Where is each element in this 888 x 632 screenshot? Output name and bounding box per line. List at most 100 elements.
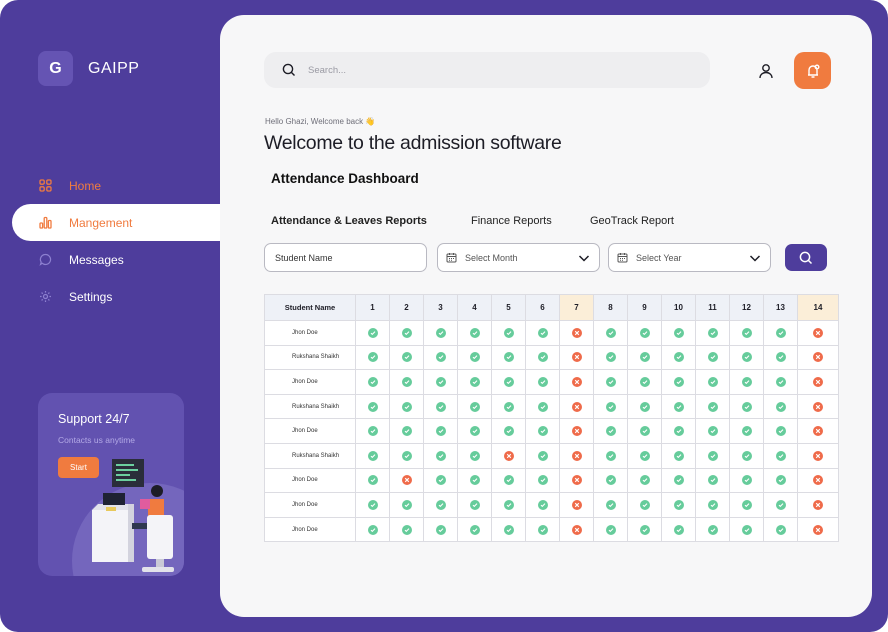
search-bar[interactable]: Search... <box>264 52 710 88</box>
tab-geotrack-report[interactable]: GeoTrack Report <box>590 215 674 227</box>
attendance-cell <box>627 492 662 518</box>
close-icon <box>571 475 582 486</box>
column-header-day: 2 <box>389 294 424 321</box>
student-name-cell: Jhon Doe <box>264 369 356 395</box>
attendance-cell <box>355 418 390 444</box>
check-icon <box>435 426 446 437</box>
check-icon <box>435 352 446 363</box>
check-icon <box>775 352 786 363</box>
attendance-cell <box>389 516 424 543</box>
check-icon <box>503 376 514 387</box>
check-icon <box>469 426 480 437</box>
check-icon <box>605 524 616 535</box>
attendance-cell <box>593 369 628 395</box>
attendance-cell <box>389 393 424 420</box>
attendance-cell <box>457 369 492 395</box>
month-select[interactable]: Select Month <box>437 243 600 272</box>
sidebar-item-home[interactable]: Home <box>0 167 236 204</box>
attendance-cell <box>695 467 730 494</box>
check-icon <box>707 352 718 363</box>
attendance-cell <box>593 467 628 494</box>
check-icon <box>537 499 548 510</box>
gear-icon <box>38 290 52 304</box>
attendance-cell <box>457 516 492 543</box>
start-button[interactable]: Start <box>58 457 99 478</box>
attendance-cell <box>797 320 839 346</box>
attendance-cell <box>491 344 526 371</box>
sidebar-item-messages[interactable]: Messages <box>0 241 236 278</box>
attendance-cell <box>763 516 798 543</box>
attendance-cell <box>593 442 628 469</box>
grid-icon <box>38 179 52 193</box>
check-icon <box>469 499 480 510</box>
tab-finance-reports[interactable]: Finance Reports <box>471 215 552 227</box>
sidebar-item-management[interactable]: Mangement <box>12 204 236 241</box>
check-icon <box>707 376 718 387</box>
check-icon <box>435 499 446 510</box>
check-icon <box>367 499 378 510</box>
close-icon <box>813 475 823 486</box>
user-profile-button[interactable] <box>755 60 777 82</box>
attendance-cell <box>525 369 560 395</box>
check-icon <box>435 475 446 486</box>
attendance-cell <box>457 492 492 518</box>
attendance-cell <box>457 467 492 494</box>
tab-attendance-leaves[interactable]: Attendance & Leaves Reports <box>271 215 427 227</box>
calendar-icon <box>617 252 628 263</box>
check-icon <box>639 426 650 437</box>
search-input[interactable]: Search... <box>308 64 347 76</box>
check-icon <box>741 376 752 387</box>
student-name-input[interactable]: Student Name <box>264 243 427 272</box>
attendance-cell <box>593 418 628 444</box>
attendance-cell <box>797 442 839 469</box>
attendance-cell <box>729 516 764 543</box>
check-icon <box>469 524 480 535</box>
attendance-cell <box>457 320 492 346</box>
column-header-day: 4 <box>457 294 492 321</box>
check-icon <box>639 352 650 363</box>
chevron-down-icon <box>578 252 590 266</box>
check-icon <box>537 327 548 338</box>
check-icon <box>435 450 446 461</box>
attendance-cell <box>389 369 424 395</box>
check-icon <box>401 376 412 387</box>
support-card: Support 24/7 Contacts us anytime Start <box>38 393 184 576</box>
sidebar-item-label: Messages <box>69 252 124 267</box>
attendance-cell <box>661 467 696 494</box>
attendance-cell <box>525 418 560 444</box>
search-submit-button[interactable] <box>785 244 827 271</box>
attendance-cell <box>559 418 594 444</box>
attendance-cell <box>695 516 730 543</box>
check-icon <box>741 426 752 437</box>
sidebar-nav: Home Mangement Messages <box>0 167 236 315</box>
column-header-day: 14 <box>797 294 839 321</box>
check-icon <box>401 327 412 338</box>
attendance-cell <box>457 418 492 444</box>
attendance-cell <box>525 393 560 420</box>
check-icon <box>605 327 616 338</box>
check-icon <box>367 426 378 437</box>
sidebar-item-settings[interactable]: Settings <box>0 278 236 315</box>
attendance-cell <box>457 344 492 371</box>
year-select[interactable]: Select Year <box>608 243 771 272</box>
table-row: Rukshana Shaikh <box>264 344 839 371</box>
check-icon <box>639 499 650 510</box>
student-name-cell: Jhon Doe <box>264 516 356 543</box>
check-icon <box>469 327 480 338</box>
attendance-cell <box>729 492 764 518</box>
check-icon <box>605 376 616 387</box>
brand: G GAIPP <box>38 51 139 86</box>
check-icon <box>367 352 378 363</box>
check-icon <box>367 401 378 412</box>
check-icon <box>503 475 514 486</box>
column-header-day: 8 <box>593 294 628 321</box>
attendance-cell <box>355 369 390 395</box>
student-name-cell: Jhon Doe <box>264 418 356 444</box>
check-icon <box>741 499 752 510</box>
notifications-button[interactable] <box>794 52 831 89</box>
attendance-cell <box>729 393 764 420</box>
table-body: Jhon Doe Rukshana Shaikh Jhon Doe Rukshana … <box>264 320 839 543</box>
column-header-day: 5 <box>491 294 526 321</box>
attendance-cell <box>729 344 764 371</box>
attendance-table: Student Name 1 2 3 4 5 6 7 8 9 10 11 12 13 14 Jhon Do… <box>264 294 839 543</box>
